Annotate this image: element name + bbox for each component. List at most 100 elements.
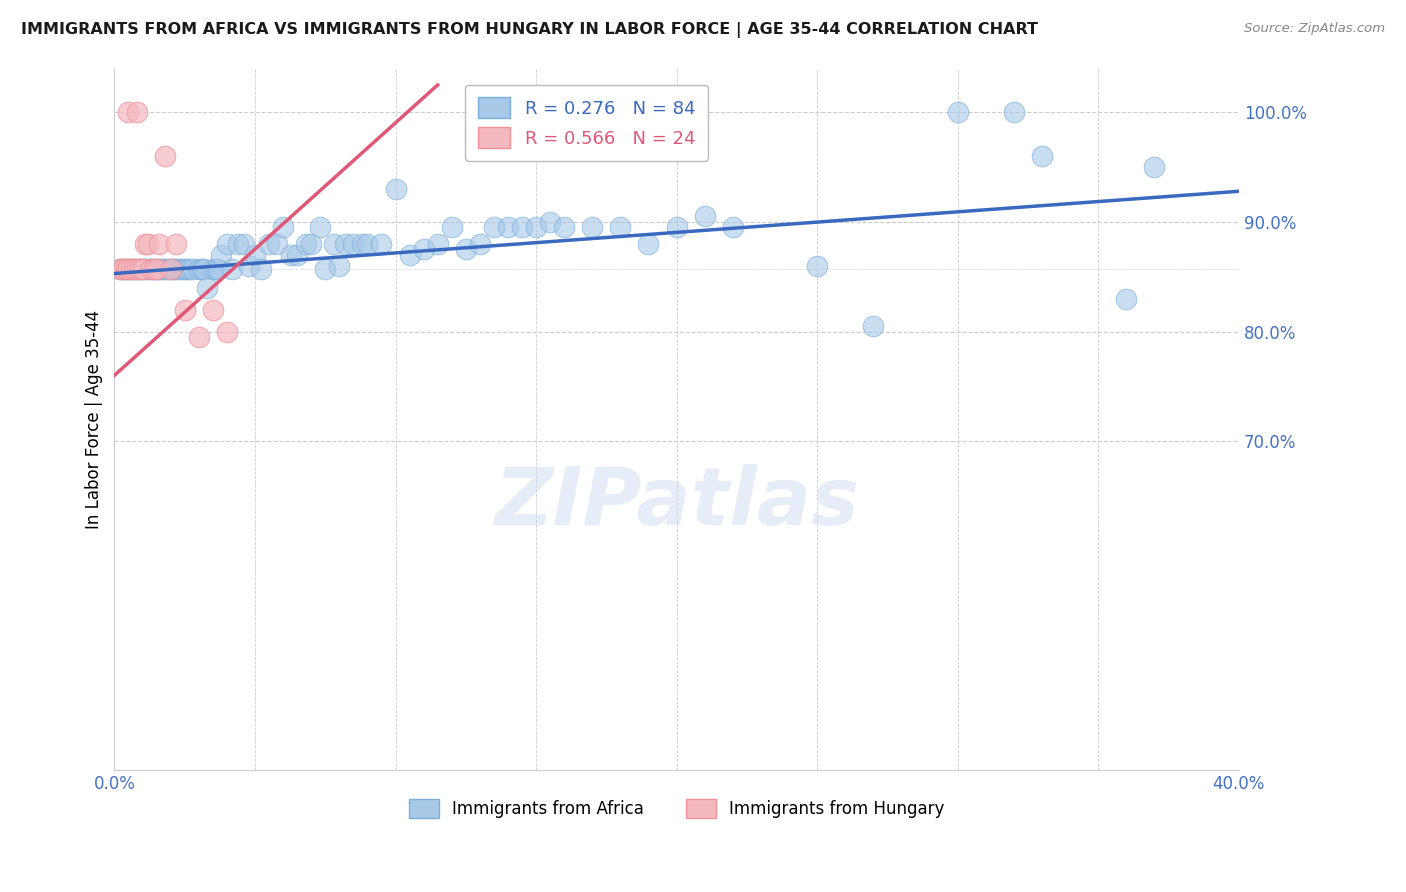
Point [384, 182, 406, 196]
Point [454, 243, 477, 257]
Point [322, 236, 344, 251]
Point [120, 262, 142, 277]
Point [108, 262, 131, 277]
Point [139, 262, 162, 277]
Point [581, 220, 603, 235]
Legend: Immigrants from Africa, Immigrants from Hungary: Immigrants from Africa, Immigrants from … [402, 792, 950, 825]
Point [187, 330, 209, 344]
Point [232, 236, 254, 251]
Point [117, 262, 139, 277]
Point [226, 236, 249, 251]
Point [111, 262, 134, 277]
Point [201, 262, 224, 277]
Point [257, 236, 280, 251]
Point [426, 236, 449, 251]
Point [167, 262, 190, 277]
Point [122, 262, 145, 277]
Point [165, 262, 187, 277]
Point [134, 236, 156, 251]
Point [131, 262, 153, 277]
Point [142, 262, 165, 277]
Text: ZIPatlas: ZIPatlas [494, 465, 859, 542]
Point [370, 236, 392, 251]
Point [412, 243, 434, 257]
Point [108, 262, 131, 277]
Point [150, 262, 173, 277]
Point [114, 262, 136, 277]
Point [209, 248, 232, 262]
Point [114, 262, 136, 277]
Point [538, 215, 561, 229]
Point [806, 259, 828, 273]
Text: IMMIGRANTS FROM AFRICA VS IMMIGRANTS FROM HUNGARY IN LABOR FORCE | AGE 35-44 COR: IMMIGRANTS FROM AFRICA VS IMMIGRANTS FRO… [21, 22, 1038, 38]
Point [179, 262, 201, 277]
Point [176, 262, 198, 277]
Point [170, 262, 193, 277]
Point [125, 262, 148, 277]
Point [136, 262, 159, 277]
Point [139, 262, 162, 277]
Point [159, 262, 181, 277]
Point [190, 262, 212, 277]
Y-axis label: In Labor Force | Age 35-44: In Labor Force | Age 35-44 [86, 310, 103, 529]
Point [215, 325, 238, 339]
Point [148, 236, 170, 251]
Point [721, 220, 744, 235]
Point [333, 236, 356, 251]
Point [308, 220, 330, 235]
Point [238, 259, 260, 273]
Point [280, 248, 302, 262]
Point [553, 220, 575, 235]
Point [153, 262, 176, 277]
Point [482, 220, 505, 235]
Point [510, 220, 533, 235]
Point [328, 259, 350, 273]
Point [128, 262, 150, 277]
Text: Source: ZipAtlas.com: Source: ZipAtlas.com [1244, 22, 1385, 36]
Point [299, 236, 322, 251]
Point [162, 262, 184, 277]
Point [637, 236, 659, 251]
Point [693, 210, 716, 224]
Point [468, 236, 491, 251]
Point [117, 105, 139, 120]
Point [159, 262, 181, 277]
Point [195, 281, 218, 295]
Point [145, 262, 167, 277]
Point [350, 236, 373, 251]
Point [125, 105, 148, 120]
Point [156, 262, 179, 277]
Point [609, 220, 631, 235]
Point [314, 262, 336, 277]
Point [117, 262, 139, 277]
Point [201, 302, 224, 317]
Point [145, 262, 167, 277]
Point [524, 220, 547, 235]
Point [148, 262, 170, 277]
Point [128, 262, 150, 277]
Point [204, 262, 226, 277]
Point [187, 262, 209, 277]
Point [1031, 149, 1053, 163]
Point [862, 319, 884, 334]
Point [120, 262, 142, 277]
Point [1143, 160, 1166, 174]
Point [356, 236, 378, 251]
Point [1115, 292, 1137, 306]
Point [440, 220, 463, 235]
Point [125, 262, 148, 277]
Point [221, 262, 243, 277]
Point [1002, 105, 1025, 120]
Point [131, 262, 153, 277]
Point [946, 105, 969, 120]
Point [153, 149, 176, 163]
Point [243, 248, 266, 262]
Point [111, 262, 134, 277]
Point [398, 248, 420, 262]
Point [122, 262, 145, 277]
Point [249, 262, 271, 277]
Point [173, 262, 195, 277]
Point [271, 220, 294, 235]
Point [142, 262, 165, 277]
Point [342, 236, 364, 251]
